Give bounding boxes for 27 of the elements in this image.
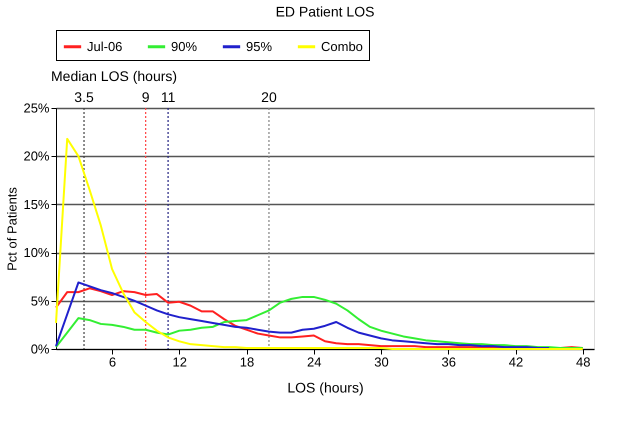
line-series	[55, 138, 584, 350]
x-axis-title: LOS (hours)	[287, 380, 364, 396]
y-tick-label: 5%	[30, 293, 50, 308]
x-tick-label: 36	[442, 354, 456, 370]
x-tick-label: 42	[508, 354, 524, 370]
legend-label: 95%	[246, 38, 272, 54]
legend-label: Jul-06	[87, 38, 122, 54]
ref-line-label: 9	[142, 89, 150, 105]
x-tick-label: 18	[240, 354, 254, 370]
ref-line-label: 20	[261, 89, 277, 105]
x-tick-label: 24	[307, 354, 322, 370]
y-tick-label: 15%	[23, 196, 50, 212]
legend-label: 90%	[171, 38, 198, 54]
y-tick-label: 0%	[30, 342, 50, 356]
ref-line-label: 11	[160, 89, 176, 105]
y-axis-title: Pct of Patients	[4, 186, 20, 271]
y-tick-label: 20%	[23, 148, 50, 164]
text: Median LOS (hours)	[51, 68, 178, 84]
x-tick-label: 30	[374, 354, 389, 370]
ref-line-label: 3.5	[74, 89, 94, 105]
y-tick-label: 10%	[23, 245, 50, 260]
x-tick-label: 48	[576, 354, 591, 370]
legend-label: Combo	[321, 38, 363, 54]
x-tick-label: 12	[172, 354, 188, 370]
y-tick-label: 25%	[23, 100, 50, 116]
x-tick-label: 6	[108, 354, 116, 370]
chart-title: ED Patient LOS	[276, 4, 374, 20]
